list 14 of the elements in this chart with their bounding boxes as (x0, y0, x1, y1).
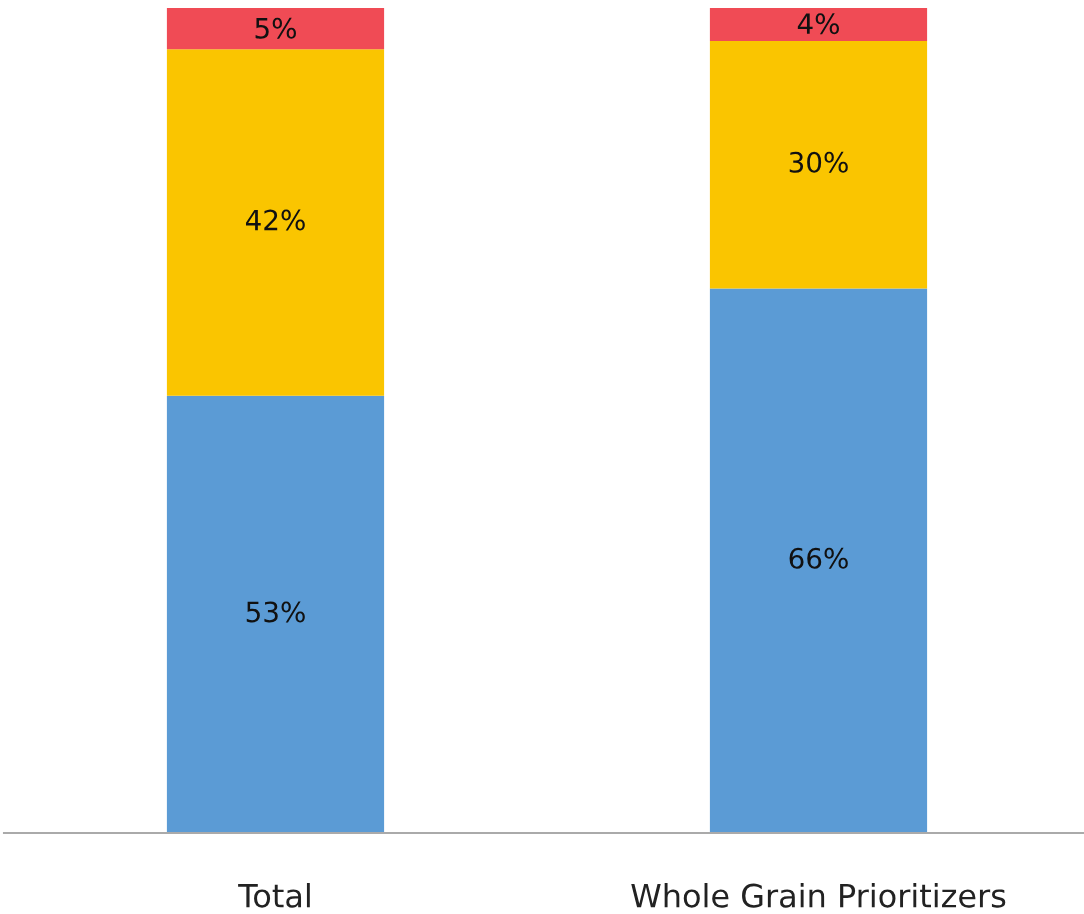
data-label: 4% (797, 13, 839, 35)
bar (166, 49, 385, 396)
x-tick-label: Total (238, 883, 310, 908)
data-label: 42% (245, 209, 305, 231)
bar (166, 8, 385, 50)
data-label: 5% (255, 17, 296, 39)
bar (166, 395, 385, 833)
data-label: 53% (246, 601, 305, 623)
data-label: 66% (789, 547, 848, 569)
x-tick-label: Whole Grain Prioritizers (631, 883, 1006, 908)
bar (709, 288, 928, 833)
data-label: 30% (789, 151, 848, 173)
bar (709, 8, 928, 41)
bar (709, 41, 928, 289)
